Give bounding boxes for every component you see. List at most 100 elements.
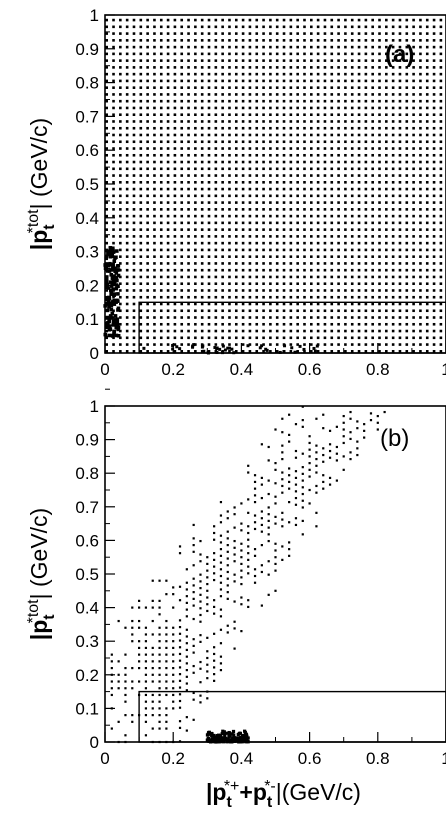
data-point xyxy=(248,174,252,177)
data-point xyxy=(165,619,168,623)
data-point xyxy=(112,167,115,171)
data-point xyxy=(316,52,320,56)
data-point xyxy=(274,468,277,471)
data-point xyxy=(144,734,148,737)
data-point xyxy=(337,309,340,313)
data-point xyxy=(200,302,204,306)
data-point xyxy=(119,322,122,326)
data-point xyxy=(405,329,409,333)
data-point xyxy=(194,113,197,117)
data-point xyxy=(344,181,347,184)
data-point xyxy=(364,59,368,62)
data-point xyxy=(350,181,354,184)
data-point xyxy=(239,735,243,740)
data-point xyxy=(233,560,236,563)
data-point xyxy=(192,604,195,607)
data-point xyxy=(303,174,306,177)
data-point xyxy=(173,329,177,333)
data-point xyxy=(194,255,197,258)
data-point xyxy=(248,79,252,83)
data-point xyxy=(439,79,443,83)
data-point xyxy=(228,255,231,258)
data-point xyxy=(412,268,415,272)
panel-a: 00.10.20.30.40.50.60.70.80.910 0.2 0.4 0.6 0… xyxy=(25,6,446,379)
data-point xyxy=(132,140,136,144)
data-point xyxy=(139,120,143,123)
data-point xyxy=(125,208,129,211)
data-point xyxy=(173,322,177,326)
data-point xyxy=(274,462,277,465)
data-point xyxy=(200,336,204,340)
data-point xyxy=(262,66,265,69)
data-point xyxy=(316,329,320,333)
data-point xyxy=(172,646,175,650)
data-point xyxy=(282,25,286,29)
data-point xyxy=(262,45,265,49)
data-point xyxy=(310,160,313,164)
data-point xyxy=(234,194,238,198)
data-point xyxy=(146,147,149,150)
data-point xyxy=(289,309,293,313)
data-point xyxy=(405,106,409,110)
data-point xyxy=(207,113,211,117)
data-point xyxy=(262,282,265,286)
data-point xyxy=(146,160,149,164)
data-point xyxy=(105,181,109,184)
data-point xyxy=(357,316,361,319)
data-point xyxy=(159,282,163,286)
data-point xyxy=(207,167,211,171)
data-point xyxy=(419,201,422,204)
data-point xyxy=(194,93,197,96)
data-point xyxy=(419,268,422,272)
data-point xyxy=(398,167,402,171)
data-point xyxy=(419,181,422,184)
data-point xyxy=(110,281,115,286)
data-point xyxy=(269,221,272,225)
data-point xyxy=(357,45,361,49)
data-point xyxy=(112,174,115,177)
data-point xyxy=(275,268,279,272)
data-point xyxy=(153,106,156,110)
data-point xyxy=(139,167,143,171)
data-point xyxy=(412,32,415,35)
data-point xyxy=(357,32,361,35)
data-point xyxy=(281,417,284,420)
data-point xyxy=(357,18,361,22)
data-point xyxy=(173,309,177,313)
y-tick-label: 0.9 xyxy=(75,40,99,59)
data-point xyxy=(267,506,270,509)
data-point xyxy=(132,45,136,49)
data-point xyxy=(328,456,332,459)
data-point xyxy=(200,221,204,225)
data-point xyxy=(405,45,409,49)
data-point xyxy=(200,86,204,89)
data-point xyxy=(241,32,245,35)
data-point xyxy=(412,120,415,123)
data-point xyxy=(159,39,163,42)
data-point xyxy=(412,295,415,299)
data-point xyxy=(241,336,245,340)
data-point xyxy=(364,228,368,231)
data-point xyxy=(330,174,334,177)
data-point xyxy=(350,214,354,218)
data-point xyxy=(226,557,229,560)
data-point xyxy=(344,201,347,204)
data-point xyxy=(119,133,122,137)
data-point xyxy=(350,39,354,42)
data-point xyxy=(432,167,436,171)
data-point xyxy=(139,194,143,198)
data-point xyxy=(241,99,245,103)
data-point xyxy=(240,562,243,566)
data-point xyxy=(303,72,306,76)
data-point xyxy=(357,336,361,340)
data-point xyxy=(207,336,211,340)
data-point xyxy=(132,282,136,286)
data-point xyxy=(192,617,195,621)
data-point xyxy=(185,648,188,652)
data-point xyxy=(350,316,354,319)
data-point xyxy=(385,126,388,130)
data-point xyxy=(432,282,436,286)
data-point xyxy=(180,187,184,191)
data-point xyxy=(385,221,388,225)
data-point xyxy=(159,316,163,319)
